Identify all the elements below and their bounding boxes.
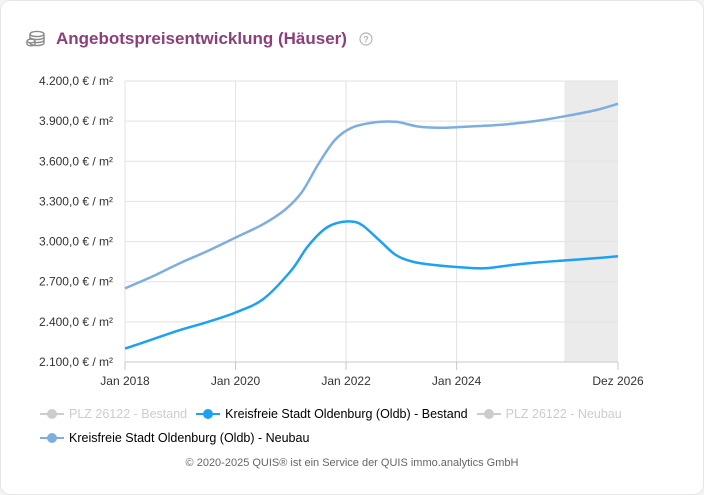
legend-item[interactable]: PLZ 26122 - Bestand (39, 403, 187, 425)
y-tick-label: 3.600,0 € / m² (39, 154, 113, 168)
legend-label: PLZ 26122 - Neubau (505, 407, 622, 421)
x-tick-label: Dez 2026 (592, 374, 644, 388)
chart-legend: PLZ 26122 - Bestand Kreisfreie Stadt Olde… (39, 403, 689, 451)
y-tick-label: 3.300,0 € / m² (39, 194, 113, 208)
legend-marker-icon (40, 433, 64, 443)
copyright-footer: © 2020-2025 QUIS® ist ein Service der QU… (185, 457, 519, 469)
x-tick-label: Jan 2020 (211, 374, 261, 388)
legend-item[interactable]: Kreisfreie Stadt Oldenburg (Oldb) - Neub… (39, 427, 309, 449)
legend-label: Kreisfreie Stadt Oldenburg (Oldb) - Best… (225, 407, 468, 421)
help-circle-icon[interactable]: ? (359, 32, 373, 46)
svg-text:?: ? (363, 34, 369, 44)
legend-label: Kreisfreie Stadt Oldenburg (Oldb) - Neub… (69, 431, 310, 445)
y-tick-label: 2.700,0 € / m² (39, 275, 113, 289)
forecast-band (564, 81, 618, 362)
series-line-3 (124, 102, 619, 290)
y-tick-label: 2.400,0 € / m² (39, 315, 113, 329)
y-tick-label: 3.000,0 € / m² (39, 235, 113, 249)
y-tick-label: 2.100,0 € / m² (39, 355, 113, 369)
legend-item[interactable]: Kreisfreie Stadt Oldenburg (Oldb) - Best… (195, 403, 468, 425)
x-tick-label: Jan 2024 (432, 374, 482, 388)
legend-marker-icon (476, 409, 501, 419)
legend-marker-icon (40, 409, 64, 419)
chart-title: Angebotspreisentwicklung (Häuser) (56, 29, 347, 48)
legend-marker-icon (196, 409, 221, 419)
legend-label: PLZ 26122 - Bestand (69, 407, 188, 421)
y-tick-label: 3.900,0 € / m² (39, 114, 113, 128)
line-chart: 2.100,0 € / m² 2.400,0 € / m² 2.700,0 € / … (39, 74, 644, 388)
y-tick-label: 4.200,0 € / m² (39, 74, 113, 88)
coin-stack-icon (26, 30, 45, 47)
series-line-1 (124, 220, 619, 350)
x-tick-label: Jan 2018 (100, 374, 150, 388)
x-tick-label: Jan 2022 (321, 374, 371, 388)
legend-item[interactable]: PLZ 26122 - Neubau (476, 403, 622, 425)
card-header: Angebotspreisentwicklung (Häuser) ? (26, 27, 373, 51)
